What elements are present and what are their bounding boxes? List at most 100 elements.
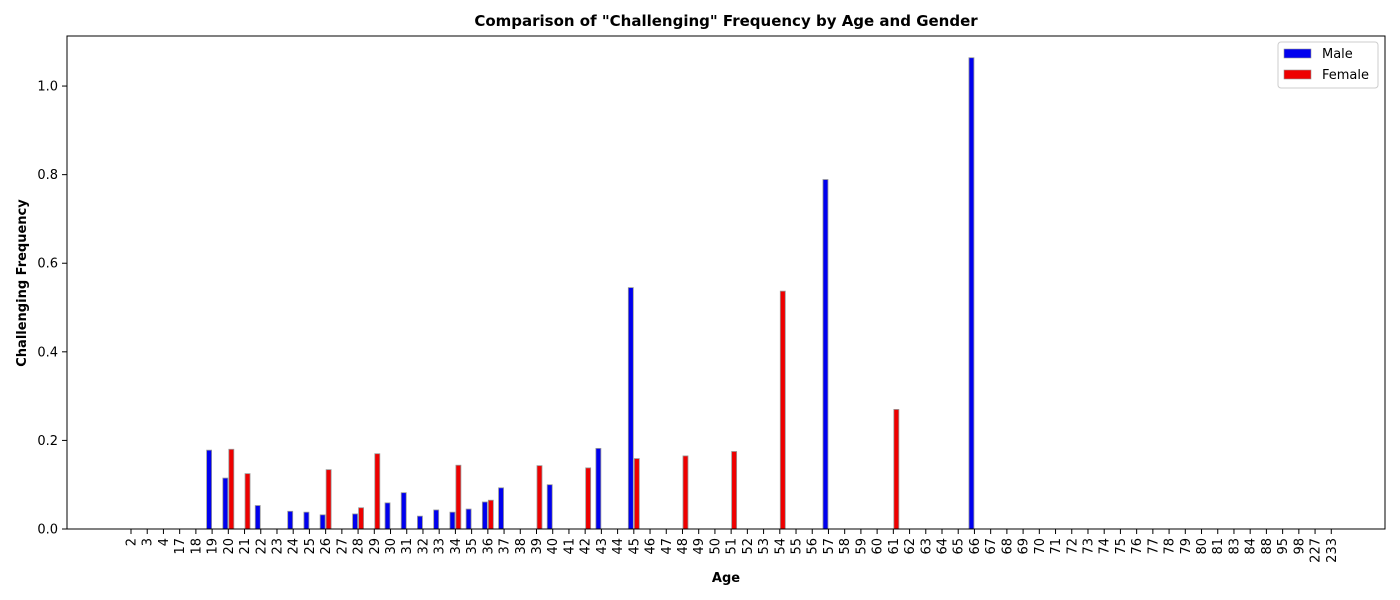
bar-female-28 [358, 507, 364, 530]
x-tick-label: 42 [579, 538, 594, 555]
x-tick-label: 69 [1017, 538, 1032, 555]
y-tick-label: 0.6 [37, 257, 58, 272]
x-tick-label: 63 [919, 538, 934, 555]
x-tick-label: 227 [1309, 538, 1324, 563]
bar-male-25 [303, 511, 310, 530]
bar-male-19 [206, 449, 213, 530]
x-tick-label: 22 [254, 538, 269, 555]
x-tick-label: 77 [1146, 538, 1161, 555]
bar-male-35 [465, 508, 472, 530]
y-tick-label: 0.8 [37, 168, 58, 183]
bar-male-28 [352, 513, 358, 530]
plot-frame [66, 35, 1386, 530]
x-tick-label: 76 [1130, 538, 1145, 555]
bar-male-45 [627, 287, 634, 530]
bar-female-48 [682, 455, 689, 530]
bar-male-30 [384, 502, 391, 530]
x-tick-label: 47 [660, 538, 675, 555]
bar-male-31 [400, 492, 407, 530]
x-axis-label: Age [712, 571, 740, 586]
bar-female-21 [244, 473, 251, 530]
x-tick-label: 27 [335, 538, 350, 555]
x-tick-label: 48 [676, 538, 691, 555]
x-tick-label: 37 [498, 538, 513, 555]
bar-female-45 [633, 458, 640, 530]
x-tick-label: 3 [141, 538, 156, 546]
x-tick-label: 50 [708, 538, 723, 555]
bar-female-36 [487, 499, 494, 530]
x-tick-label: 95 [1276, 538, 1291, 555]
x-tick-label: 33 [433, 538, 448, 555]
x-tick-label: 28 [352, 538, 367, 555]
x-tick-label: 71 [1049, 538, 1064, 555]
bar-male-37 [498, 487, 504, 530]
legend-label-female: Female [1322, 68, 1369, 83]
x-tick-label: 26 [319, 538, 334, 555]
bar-female-42 [585, 467, 592, 530]
x-tick-label: 18 [189, 538, 204, 555]
legend-swatch-male [1283, 48, 1312, 59]
x-tick-label: 84 [1244, 538, 1259, 555]
x-tick-label: 44 [611, 538, 626, 555]
bar-female-20 [228, 448, 235, 530]
x-tick-label: 83 [1227, 538, 1242, 555]
x-tick-label: 43 [595, 538, 610, 555]
bar-female-39 [536, 465, 543, 530]
x-tick-label: 51 [725, 538, 740, 555]
x-tick-label: 61 [887, 538, 902, 555]
x-tick-label: 32 [416, 538, 431, 555]
x-tick-label: 72 [1065, 538, 1080, 555]
x-tick-label: 62 [903, 538, 918, 555]
x-tick-label: 52 [741, 538, 756, 555]
x-tick-label: 56 [806, 538, 821, 555]
y-tick-label: 0.4 [37, 345, 58, 360]
bar-male-33 [433, 509, 440, 530]
x-tick-label: 78 [1163, 538, 1178, 555]
x-tick-label: 59 [854, 538, 869, 555]
bar-female-29 [374, 453, 381, 530]
legend: Male Female [1277, 41, 1379, 89]
x-tick-label: 30 [384, 538, 399, 555]
x-tick-label: 4 [157, 538, 172, 546]
x-tick-label: 74 [1098, 538, 1113, 555]
legend-swatch-female [1283, 69, 1312, 80]
x-tick-label: 39 [530, 538, 545, 555]
bar-male-22 [254, 505, 261, 530]
x-tick-label: 88 [1260, 538, 1275, 555]
x-tick-label: 64 [936, 538, 951, 555]
x-tick-label: 233 [1325, 538, 1340, 563]
y-axis-label: Challenging Frequency [15, 199, 30, 367]
bar-female-26 [325, 469, 332, 530]
bar-male-40 [546, 484, 553, 530]
x-tick-label: 40 [546, 538, 561, 555]
bar-male-34 [449, 511, 456, 530]
x-tick-label: 60 [871, 538, 886, 555]
x-tick-label: 46 [644, 538, 659, 555]
x-tick-label: 53 [757, 538, 772, 555]
x-tick-label: 49 [692, 538, 707, 555]
x-axis-ticks: 2 3 4 17 18 19 20 21 22 23 24 25 26 27 28 29 30 31 32 33 34 3… [125, 529, 1340, 563]
x-tick-label: 25 [303, 538, 318, 555]
x-tick-label: 35 [465, 538, 480, 555]
x-tick-label: 21 [238, 538, 253, 555]
x-tick-label: 31 [400, 538, 415, 555]
bar-male-24 [287, 510, 294, 530]
x-tick-label: 65 [952, 538, 967, 555]
bar-female-54 [779, 290, 786, 530]
bar-male-32 [417, 515, 423, 530]
x-tick-label: 58 [838, 538, 853, 555]
x-tick-label: 17 [173, 538, 188, 555]
x-tick-label: 73 [1081, 538, 1096, 555]
x-tick-label: 41 [562, 538, 577, 555]
x-tick-label: 70 [1033, 538, 1048, 555]
bar-male-26 [319, 514, 326, 530]
bar-male-43 [595, 447, 602, 530]
x-tick-label: 38 [514, 538, 529, 555]
x-tick-label: 36 [481, 538, 496, 555]
x-tick-label: 2 [125, 538, 140, 546]
bar-female-51 [731, 451, 738, 530]
x-tick-label: 23 [270, 538, 285, 555]
bar-female-61 [893, 409, 900, 530]
y-tick-label: 1.0 [37, 80, 58, 95]
bar-male-66 [968, 57, 975, 530]
